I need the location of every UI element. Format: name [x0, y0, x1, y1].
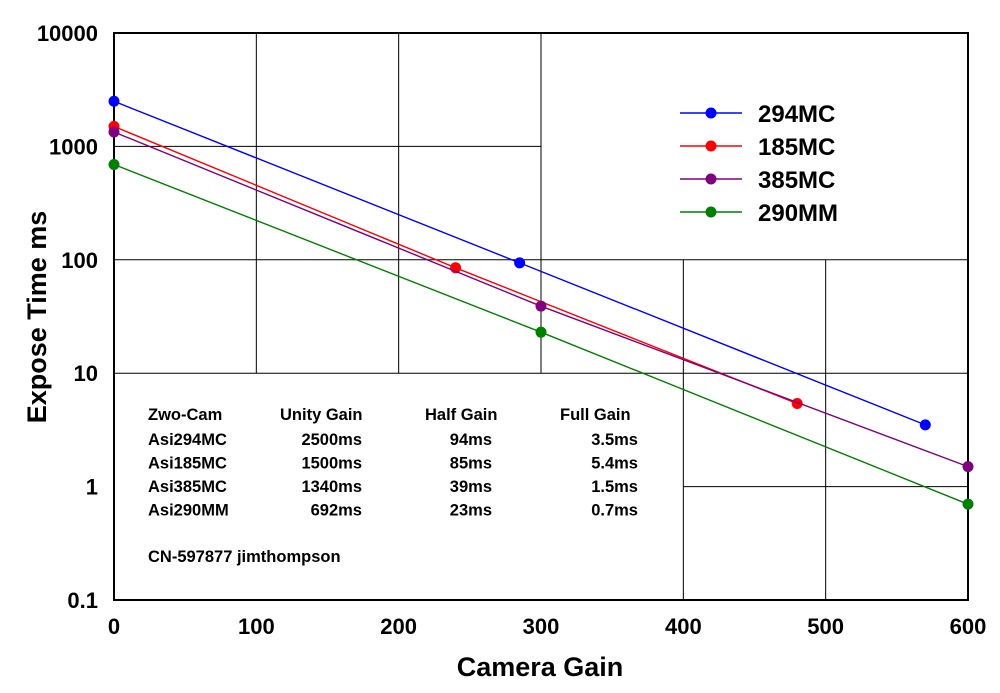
plot-border [113, 32, 969, 601]
table-header: Zwo-Cam [148, 406, 222, 424]
table-header: Half Gain [425, 406, 497, 424]
table-cell: 0.7ms [591, 502, 638, 520]
x-tick-label: 400 [665, 614, 702, 639]
data-point-294MC [108, 95, 120, 107]
y-tick-label: 10000 [37, 21, 98, 46]
table-cell: 2500ms [301, 431, 362, 449]
y-tick-label: 0.1 [67, 588, 98, 613]
annotation-table: Zwo-Cam Unity Gain Half Gain Full Gain Asi29… [148, 406, 638, 566]
data-point-294MC [514, 257, 526, 269]
legend-marker-185MC [705, 140, 717, 152]
legend-label-385MC: 385MC [758, 167, 835, 194]
table-cell: 1500ms [301, 455, 362, 473]
series-layer [108, 95, 974, 510]
x-tick-label: 500 [807, 614, 844, 639]
table-cell: 23ms [450, 502, 492, 520]
table-cell: 85ms [450, 455, 492, 473]
y-tick-label: 1000 [49, 134, 98, 159]
x-tick-label: 300 [523, 614, 560, 639]
data-point-294MC [919, 419, 931, 431]
data-point-290MM [535, 326, 547, 338]
y-tick-label: 100 [61, 248, 98, 273]
table-camera-name: Asi290MM [148, 502, 229, 520]
axis-ticks: 0 100 200 300 400 500 600 0.1 1 10 100 1000 10000 [37, 21, 987, 639]
legend-label-294MC: 294MC [758, 101, 835, 128]
table-camera-name: Asi294MC [148, 431, 227, 449]
table-cell: 1340ms [301, 478, 362, 496]
legend-label-185MC: 185MC [758, 134, 835, 161]
credit-text: CN-597877 jimthompson [148, 548, 341, 566]
plot-frame [113, 32, 969, 601]
x-tick-label: 200 [380, 614, 417, 639]
table-header: Unity Gain [280, 406, 363, 424]
table-camera-name: Asi185MC [148, 455, 227, 473]
x-tick-label: 600 [950, 614, 987, 639]
x-tick-label: 0 [108, 614, 120, 639]
table-cell: 94ms [450, 431, 492, 449]
legend-marker-385MC [705, 173, 717, 185]
grid [114, 33, 968, 600]
table-cell: 692ms [311, 502, 362, 520]
table-cell: 3.5ms [591, 431, 638, 449]
data-point-385MC [535, 300, 547, 312]
legend-marker-294MC [705, 107, 717, 119]
table-cell: 39ms [450, 478, 492, 496]
data-point-385MC [962, 461, 974, 473]
legend-label-290MM: 290MM [758, 200, 838, 227]
table-camera-name: Asi385MC [148, 478, 227, 496]
data-point-290MM [108, 159, 120, 171]
y-tick-label: 10 [74, 361, 98, 386]
x-tick-label: 100 [238, 614, 275, 639]
x-axis-title: Camera Gain [457, 652, 624, 682]
legend-marker-290MM [705, 206, 717, 218]
table-cell: 5.4ms [591, 455, 638, 473]
legend: 294MC 185MC 385MC 290MM [680, 101, 838, 227]
y-axis-title: Expose Time ms [22, 211, 52, 424]
data-point-385MC [108, 126, 120, 138]
y-tick-label: 1 [86, 475, 98, 500]
table-header: Full Gain [560, 406, 631, 424]
data-point-290MM [962, 498, 974, 510]
table-cell: 1.5ms [591, 478, 638, 496]
